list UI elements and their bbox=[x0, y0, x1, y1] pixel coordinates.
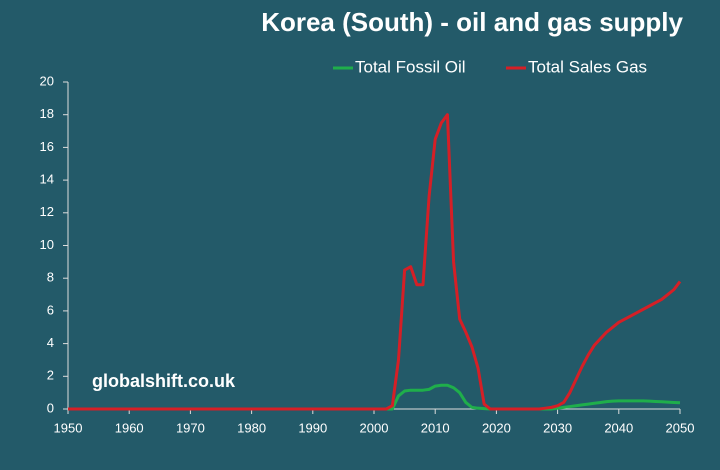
y-tick-label: 12 bbox=[40, 204, 54, 219]
series-line bbox=[68, 113, 682, 411]
x-tick-label: 1960 bbox=[115, 420, 144, 435]
x-tick-label: 2050 bbox=[666, 420, 695, 435]
chart-title: Korea (South) - oil and gas supply bbox=[261, 7, 683, 37]
x-tick-label: 2040 bbox=[604, 420, 633, 435]
legend-label: Total Fossil Oil bbox=[355, 57, 466, 76]
x-tick-label: 1950 bbox=[54, 420, 83, 435]
y-tick-label: 14 bbox=[40, 172, 54, 187]
x-tick-label: 2030 bbox=[543, 420, 572, 435]
x-tick-label: 2010 bbox=[421, 420, 450, 435]
y-tick-label: 16 bbox=[40, 139, 54, 154]
x-tick-label: 1970 bbox=[176, 420, 205, 435]
y-tick-label: 10 bbox=[40, 237, 54, 252]
y-tick-label: 6 bbox=[47, 302, 54, 317]
x-tick-label: 2020 bbox=[482, 420, 511, 435]
y-tick-label: 0 bbox=[47, 400, 54, 415]
legend-label: Total Sales Gas bbox=[528, 57, 647, 76]
x-tick-label: 1990 bbox=[298, 420, 327, 435]
y-tick-label: 8 bbox=[47, 270, 54, 285]
y-tick-label: 18 bbox=[40, 106, 54, 121]
x-tick-label: 1980 bbox=[237, 420, 266, 435]
y-tick-label: 4 bbox=[47, 335, 54, 350]
y-tick-label: 20 bbox=[40, 73, 54, 88]
annotation: globalshift.co.uk bbox=[92, 371, 236, 391]
x-tick-label: 2000 bbox=[360, 420, 389, 435]
y-tick-label: 2 bbox=[47, 368, 54, 383]
